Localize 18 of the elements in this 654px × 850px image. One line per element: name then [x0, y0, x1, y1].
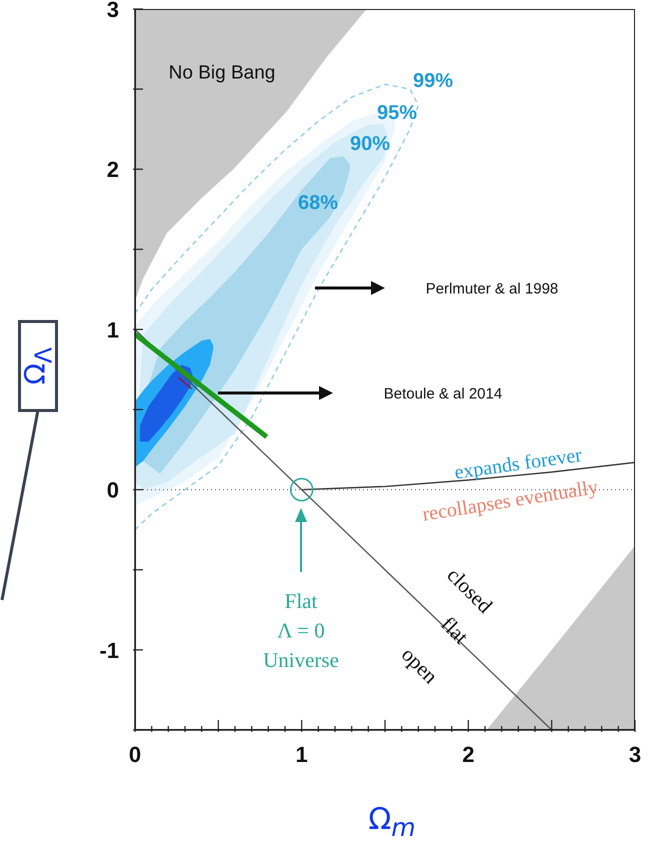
annotation: No Big Bang: [168, 62, 276, 84]
annotation: Flat Λ = 0 Universe: [263, 588, 339, 672]
x-axis-title: Ω$_{m}$: [368, 802, 416, 842]
y-tick-label: 0: [106, 478, 119, 503]
x-tick-label: 0: [128, 742, 142, 767]
annotation: 90%: [350, 133, 390, 155]
annotation: 95%: [376, 102, 418, 124]
y-tick-label: 2: [106, 157, 119, 182]
annotation: Perlmuter & al 1998: [426, 280, 558, 298]
x-tick-label: 2: [462, 742, 474, 767]
annotation: 99%: [412, 70, 454, 92]
y-tick-label: 3: [106, 0, 119, 22]
x-tick-label: 1: [296, 742, 308, 767]
x-tick-label: 3: [628, 742, 642, 767]
y-tick-label: 1: [106, 317, 119, 342]
annotation: Betoule & al 2014: [384, 385, 502, 402]
y-tick-label: -1: [99, 638, 119, 663]
annotation: 68%: [298, 192, 338, 214]
